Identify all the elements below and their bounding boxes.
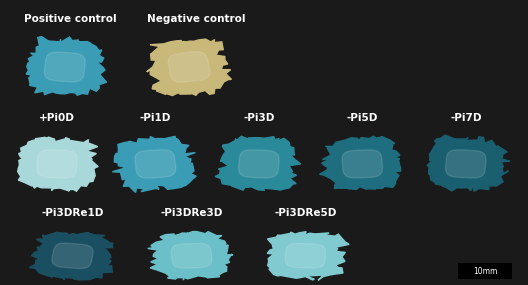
Polygon shape bbox=[215, 136, 300, 190]
Polygon shape bbox=[37, 150, 77, 178]
Polygon shape bbox=[239, 150, 279, 178]
Polygon shape bbox=[18, 137, 98, 191]
Text: -Pi3DRe3D: -Pi3DRe3D bbox=[161, 208, 223, 218]
Polygon shape bbox=[147, 39, 231, 95]
Polygon shape bbox=[446, 150, 486, 178]
Text: 10mm: 10mm bbox=[473, 266, 498, 276]
Polygon shape bbox=[26, 36, 107, 95]
Bar bbox=[458, 263, 512, 279]
Text: -Pi7D: -Pi7D bbox=[450, 113, 482, 123]
Polygon shape bbox=[342, 150, 382, 178]
Polygon shape bbox=[319, 136, 401, 190]
Text: -Pi3DRe5D: -Pi3DRe5D bbox=[274, 208, 336, 218]
Polygon shape bbox=[285, 243, 326, 268]
Polygon shape bbox=[135, 150, 176, 178]
Text: Positive control: Positive control bbox=[24, 14, 116, 24]
Polygon shape bbox=[44, 52, 85, 82]
Polygon shape bbox=[267, 232, 349, 280]
Polygon shape bbox=[168, 52, 210, 82]
Polygon shape bbox=[172, 243, 212, 268]
Polygon shape bbox=[112, 136, 196, 192]
Polygon shape bbox=[30, 232, 112, 280]
Polygon shape bbox=[148, 231, 233, 280]
Text: -Pi3D: -Pi3D bbox=[243, 113, 275, 123]
Text: -Pi3DRe1D: -Pi3DRe1D bbox=[41, 208, 103, 218]
Text: +Pi0D: +Pi0D bbox=[39, 113, 75, 123]
Text: Negative control: Negative control bbox=[147, 14, 246, 24]
Polygon shape bbox=[427, 135, 510, 191]
Polygon shape bbox=[52, 243, 93, 268]
Text: -Pi1D: -Pi1D bbox=[139, 113, 171, 123]
Text: -Pi5D: -Pi5D bbox=[346, 113, 378, 123]
